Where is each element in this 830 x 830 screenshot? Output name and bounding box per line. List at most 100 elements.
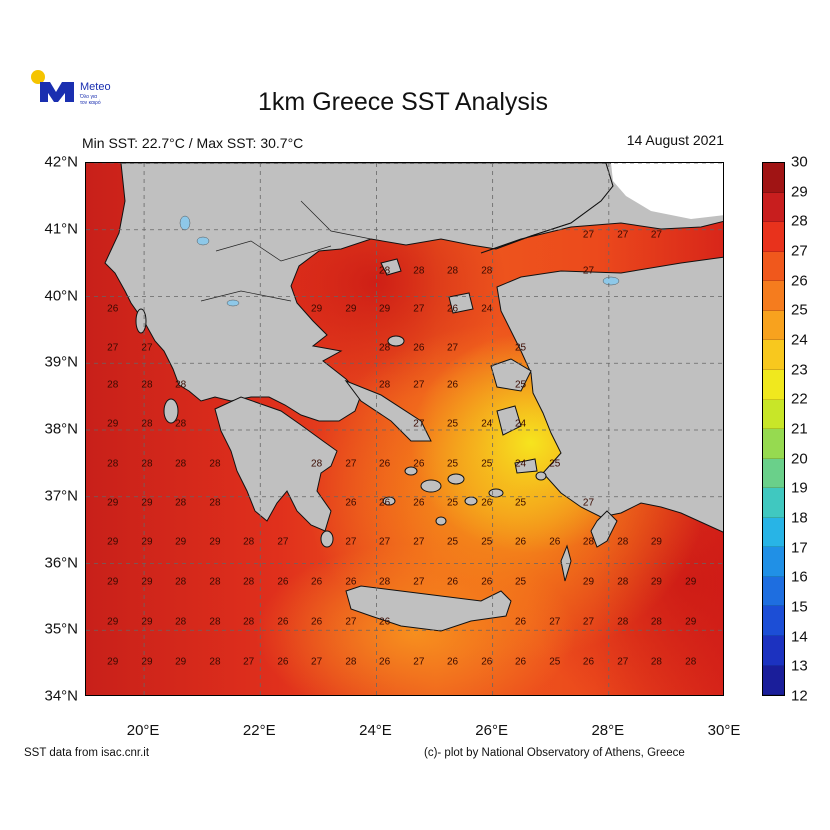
- sst-label: 28: [650, 656, 662, 668]
- sst-label: 28: [379, 265, 391, 277]
- sst-label: 28: [243, 616, 255, 628]
- sst-label: 26: [345, 497, 357, 509]
- sst-label: 28: [107, 379, 119, 391]
- colorbar-tick-label: 19: [791, 479, 808, 497]
- sst-label: 24: [481, 418, 493, 430]
- lat-tick-label: 35°N: [44, 620, 78, 638]
- sst-label: 26: [446, 379, 459, 391]
- sst-label: 25: [446, 536, 459, 548]
- lon-tick-label: 22°E: [242, 722, 276, 739]
- sst-label: 29: [141, 656, 153, 668]
- sst-label: 26: [413, 497, 425, 509]
- peloponnese: [214, 396, 338, 532]
- sst-label: 27: [345, 536, 357, 548]
- chios: [496, 405, 522, 436]
- sst-label: 29: [379, 303, 391, 315]
- sst-label: 28: [379, 576, 391, 588]
- sst-label: 29: [650, 536, 662, 548]
- colorbar-band: [763, 458, 784, 489]
- colorbar-tick-label: 15: [791, 598, 808, 616]
- sst-label: 25: [446, 418, 459, 430]
- colorbar-tick-label: 24: [791, 331, 808, 349]
- sst-label: 29: [582, 576, 595, 588]
- sst-label: 27: [311, 656, 323, 668]
- sst-label: 27: [413, 576, 425, 588]
- sst-label: 29: [107, 616, 119, 628]
- lat-tick-label: 36°N: [44, 554, 78, 571]
- sst-label: 28: [243, 576, 255, 588]
- colorbar-band: [763, 251, 784, 282]
- colorbar-band: [763, 636, 784, 666]
- land-layer: [86, 163, 723, 695]
- sst-label: 28: [107, 458, 119, 470]
- colorbar-tick-label: 18: [791, 509, 808, 527]
- sst-label: 28: [582, 536, 595, 548]
- colorbar-tick-label: 22: [791, 390, 808, 408]
- sst-label: 28: [209, 616, 221, 628]
- sst-label: 26: [277, 576, 289, 588]
- sst-label: 29: [107, 576, 119, 588]
- sst-label: 27: [582, 616, 595, 628]
- analysis-date: 14 August 2021: [626, 132, 724, 148]
- sst-label: 26: [379, 656, 391, 668]
- lon-tick-label: 26°E: [475, 722, 508, 739]
- lat-tick-label: 37°N: [44, 487, 78, 505]
- svg-text:Meteo: Meteo: [80, 81, 111, 93]
- sst-label: 29: [311, 303, 323, 315]
- logo-sun-icon: [31, 70, 45, 84]
- copyright: (c)- plot by National Observatory of Ath…: [424, 747, 685, 759]
- map-area: 27 27 27 28 28 28 28 27 26 29 29 29 27 26 24 27 27 28 26 27…: [85, 162, 724, 696]
- sst-label: 28: [617, 576, 629, 588]
- sst-label: 28: [141, 418, 153, 430]
- lesvos: [490, 358, 532, 392]
- meteo-logo: Meteo Όλο για τον καιρό: [30, 68, 190, 108]
- sst-label: 27: [446, 342, 459, 354]
- sst-label: 29: [175, 656, 187, 668]
- sst-label: 25: [514, 342, 527, 354]
- sst-label: 27: [379, 536, 391, 548]
- lakes: [179, 215, 620, 307]
- sst-label: 28: [141, 379, 153, 391]
- colorbar-band: [763, 369, 784, 400]
- sst-label: 26: [446, 656, 459, 668]
- logo-m-icon: [40, 82, 74, 102]
- sst-label: 26: [446, 576, 459, 588]
- sst-label: 28: [379, 379, 391, 391]
- sst-label: 28: [209, 497, 221, 509]
- lat-tick-label: 40°N: [44, 287, 78, 304]
- sst-label: 27: [141, 342, 153, 354]
- sst-label: 28: [345, 656, 357, 668]
- colorbar-band: [763, 488, 784, 518]
- colorbar-tick-label: 20: [791, 450, 808, 468]
- sst-label: 26: [311, 616, 323, 628]
- sst-label: 28: [175, 616, 187, 628]
- limnos: [448, 292, 474, 314]
- sst-label: 25: [446, 497, 459, 509]
- svg-text:Όλο για: Όλο για: [79, 94, 97, 100]
- sst-label: 24: [514, 458, 527, 470]
- sst-label: 27: [413, 656, 425, 668]
- sst-label: 27: [413, 536, 425, 548]
- sst-label: 29: [107, 536, 119, 548]
- colorbar-band: [763, 547, 784, 577]
- sst-label: 26: [481, 656, 493, 668]
- sst-label: 27: [582, 265, 595, 277]
- sst-label: 26: [277, 616, 289, 628]
- lat-tick-label: 34°N: [44, 687, 78, 705]
- sst-label: 29: [685, 616, 697, 628]
- svg-text:τον καιρό: τον καιρό: [80, 99, 101, 106]
- sst-label: 28: [175, 418, 187, 430]
- anatolia: [496, 256, 723, 533]
- colorbar-band: [763, 399, 784, 430]
- colorbar-band: [763, 606, 784, 636]
- colorbar-tick-label: 14: [791, 628, 808, 646]
- lon-tick-label: 20°E: [126, 722, 160, 739]
- sst-label: 25: [514, 497, 527, 509]
- sst-label: 28: [209, 656, 221, 668]
- sst-label: 27: [277, 536, 289, 548]
- sst-label: 29: [141, 576, 153, 588]
- sst-label: 27: [650, 229, 662, 241]
- sst-label: 27: [549, 616, 561, 628]
- sst-label: 28: [141, 458, 153, 470]
- samos: [514, 458, 538, 474]
